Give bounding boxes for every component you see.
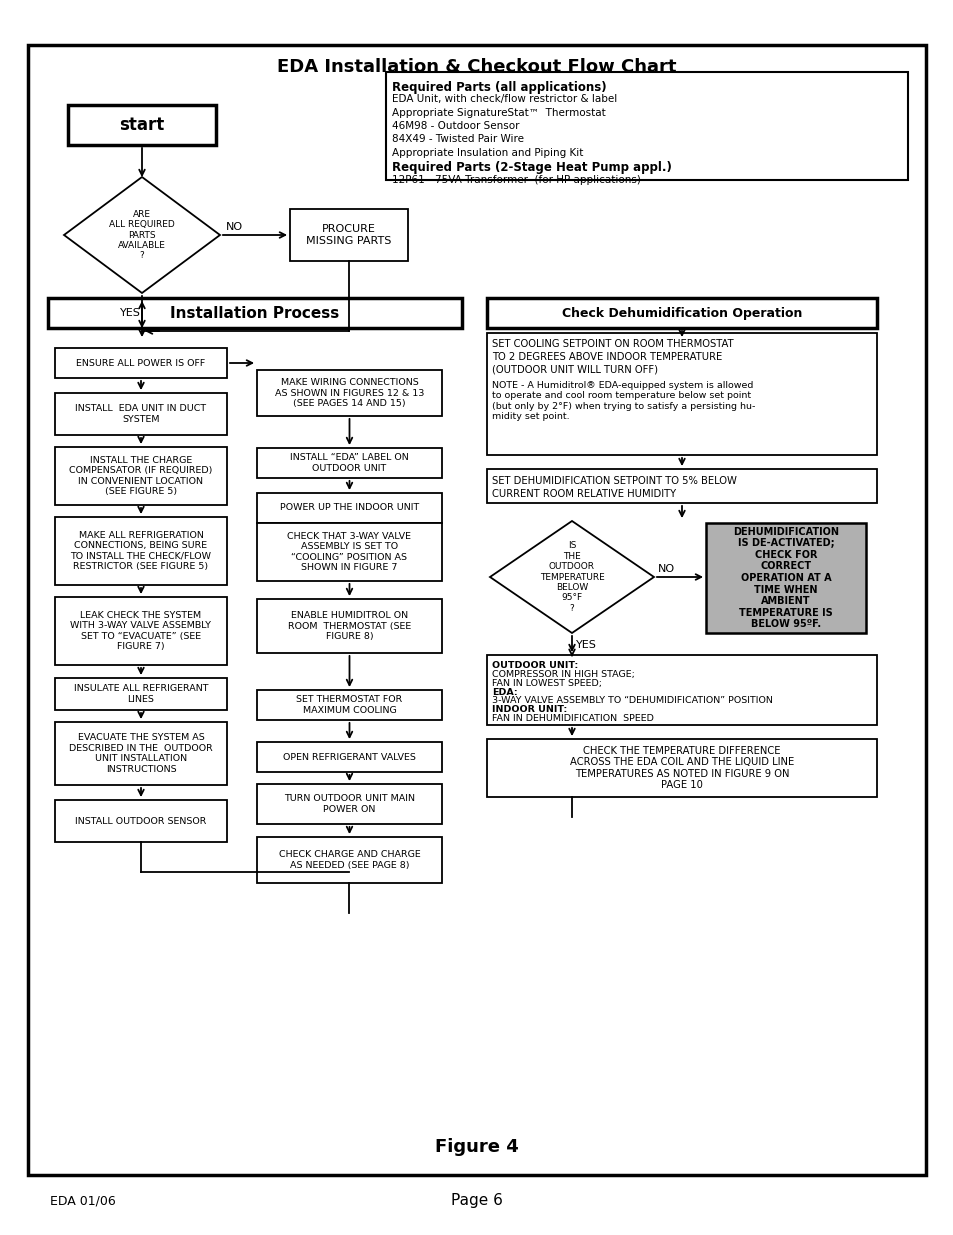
Text: DEHUMIDIFICATION
IS DE-ACTIVATED;
CHECK FOR
CORRECT
OPERATION AT A
TIME WHEN
AMB: DEHUMIDIFICATION IS DE-ACTIVATED; CHECK … <box>732 526 838 630</box>
FancyBboxPatch shape <box>256 493 441 522</box>
Text: OPEN REFRIGERANT VALVES: OPEN REFRIGERANT VALVES <box>283 752 416 762</box>
Text: TO 2 DEGREES ABOVE INDOOR TEMPERATURE: TO 2 DEGREES ABOVE INDOOR TEMPERATURE <box>492 352 721 362</box>
FancyBboxPatch shape <box>290 209 408 261</box>
Text: INSTALL OUTDOOR SENSOR: INSTALL OUTDOOR SENSOR <box>75 816 207 825</box>
Text: POWER UP THE INDOOR UNIT: POWER UP THE INDOOR UNIT <box>279 504 418 513</box>
FancyBboxPatch shape <box>256 784 441 824</box>
Text: EDA Unit, with check/flow restrictor & label: EDA Unit, with check/flow restrictor & l… <box>392 94 617 104</box>
Text: Appropriate SignatureStat™  Thermostat: Appropriate SignatureStat™ Thermostat <box>392 107 605 117</box>
Text: PROCURE
MISSING PARTS: PROCURE MISSING PARTS <box>306 225 392 246</box>
FancyBboxPatch shape <box>486 333 876 454</box>
Text: FAN IN DEHUMIDIFICATION  SPEED: FAN IN DEHUMIDIFICATION SPEED <box>492 714 653 724</box>
Text: ARE
ALL REQUIRED
PARTS
AVAILABLE
?: ARE ALL REQUIRED PARTS AVAILABLE ? <box>109 210 174 261</box>
FancyBboxPatch shape <box>55 800 227 842</box>
FancyBboxPatch shape <box>256 370 441 416</box>
FancyBboxPatch shape <box>486 655 876 725</box>
Text: INSTALL THE CHARGE
COMPENSATOR (IF REQUIRED)
IN CONVENIENT LOCATION
(SEE FIGURE : INSTALL THE CHARGE COMPENSATOR (IF REQUI… <box>70 456 213 496</box>
Text: INSULATE ALL REFRIGERANT
LINES: INSULATE ALL REFRIGERANT LINES <box>73 684 208 704</box>
Text: CURRENT ROOM RELATIVE HUMIDITY: CURRENT ROOM RELATIVE HUMIDITY <box>492 489 676 499</box>
Text: MAKE ALL REFRIGERATION
CONNECTIONS, BEING SURE
TO INSTALL THE CHECK/FLOW
RESTRIC: MAKE ALL REFRIGERATION CONNECTIONS, BEIN… <box>71 531 212 571</box>
Text: YES: YES <box>576 640 597 650</box>
Text: Appropriate Insulation and Piping Kit: Appropriate Insulation and Piping Kit <box>392 148 583 158</box>
FancyBboxPatch shape <box>256 690 441 720</box>
Text: EVACUATE THE SYSTEM AS
DESCRIBED IN THE  OUTDOOR
UNIT INSTALLATION
INSTRUCTIONS: EVACUATE THE SYSTEM AS DESCRIBED IN THE … <box>69 734 213 773</box>
FancyBboxPatch shape <box>55 517 227 585</box>
Text: OUTDOOR UNIT:: OUTDOOR UNIT: <box>492 661 578 671</box>
Text: NO: NO <box>658 564 675 574</box>
FancyBboxPatch shape <box>256 448 441 478</box>
FancyBboxPatch shape <box>256 837 441 883</box>
Text: SET COOLING SETPOINT ON ROOM THERMOSTAT: SET COOLING SETPOINT ON ROOM THERMOSTAT <box>492 338 733 350</box>
Text: start: start <box>119 116 165 135</box>
Text: EDA:: EDA: <box>492 688 517 697</box>
Text: INDOOR UNIT:: INDOOR UNIT: <box>492 705 567 714</box>
Text: INSTALL  EDA UNIT IN DUCT
SYSTEM: INSTALL EDA UNIT IN DUCT SYSTEM <box>75 404 207 424</box>
Text: 12P61 - 75VA Transformer  (for HP applications): 12P61 - 75VA Transformer (for HP applica… <box>392 175 640 185</box>
Text: TURN OUTDOOR UNIT MAIN
POWER ON: TURN OUTDOOR UNIT MAIN POWER ON <box>284 794 415 814</box>
Text: Required Parts (2-Stage Heat Pump appl.): Required Parts (2-Stage Heat Pump appl.) <box>392 162 671 174</box>
Text: INSTALL “EDA” LABEL ON
OUTDOOR UNIT: INSTALL “EDA” LABEL ON OUTDOOR UNIT <box>290 453 409 473</box>
Text: NOTE - A Humiditrol® EDA-equipped system is allowed
to operate and cool room tem: NOTE - A Humiditrol® EDA-equipped system… <box>492 382 755 421</box>
Text: IS
THE
OUTDOOR
TEMPERATURE
BELOW
95°F
?: IS THE OUTDOOR TEMPERATURE BELOW 95°F ? <box>539 541 604 613</box>
Text: ENABLE HUMIDITROL ON
ROOM  THERMOSTAT (SEE
FIGURE 8): ENABLE HUMIDITROL ON ROOM THERMOSTAT (SE… <box>288 611 411 641</box>
FancyBboxPatch shape <box>48 298 461 329</box>
Text: CHECK CHARGE AND CHARGE
AS NEEDED (SEE PAGE 8): CHECK CHARGE AND CHARGE AS NEEDED (SEE P… <box>278 851 420 869</box>
Polygon shape <box>490 521 654 634</box>
Text: SET DEHUMIDIFICATION SETPOINT TO 5% BELOW: SET DEHUMIDIFICATION SETPOINT TO 5% BELO… <box>492 475 736 487</box>
Text: MAKE WIRING CONNECTIONS
AS SHOWN IN FIGURES 12 & 13
(SEE PAGES 14 AND 15): MAKE WIRING CONNECTIONS AS SHOWN IN FIGU… <box>274 378 424 408</box>
Polygon shape <box>64 177 220 293</box>
FancyBboxPatch shape <box>256 742 441 772</box>
Text: COMPRESSOR IN HIGH STAGE;: COMPRESSOR IN HIGH STAGE; <box>492 669 634 679</box>
FancyBboxPatch shape <box>55 447 227 505</box>
Text: FAN IN LOWEST SPEED;: FAN IN LOWEST SPEED; <box>492 679 601 688</box>
FancyBboxPatch shape <box>486 739 876 797</box>
Text: CHECK THE TEMPERATURE DIFFERENCE
ACROSS THE EDA COIL AND THE LIQUID LINE
TEMPERA: CHECK THE TEMPERATURE DIFFERENCE ACROSS … <box>569 746 793 790</box>
FancyBboxPatch shape <box>486 298 876 329</box>
FancyBboxPatch shape <box>68 105 215 144</box>
Text: EDA Installation & Checkout Flow Chart: EDA Installation & Checkout Flow Chart <box>277 58 676 77</box>
Text: EDA 01/06: EDA 01/06 <box>50 1194 115 1208</box>
Text: NO: NO <box>226 222 243 232</box>
Text: YES: YES <box>120 308 141 317</box>
Text: LEAK CHECK THE SYSTEM
WITH 3-WAY VALVE ASSEMBLY
SET TO “EVACUATE” (SEE
FIGURE 7): LEAK CHECK THE SYSTEM WITH 3-WAY VALVE A… <box>71 611 212 651</box>
FancyBboxPatch shape <box>55 597 227 664</box>
FancyBboxPatch shape <box>486 469 876 503</box>
FancyBboxPatch shape <box>28 44 925 1174</box>
FancyBboxPatch shape <box>55 678 227 710</box>
FancyBboxPatch shape <box>705 522 865 634</box>
Text: SET THERMOSTAT FOR
MAXIMUM COOLING: SET THERMOSTAT FOR MAXIMUM COOLING <box>296 695 402 715</box>
FancyBboxPatch shape <box>55 393 227 435</box>
Text: 3-WAY VALVE ASSEMBLY TO “DEHUMIDIFICATION” POSITION: 3-WAY VALVE ASSEMBLY TO “DEHUMIDIFICATIO… <box>492 697 772 705</box>
Text: CHECK THAT 3-WAY VALVE
ASSEMBLY IS SET TO
“COOLING” POSITION AS
SHOWN IN FIGURE : CHECK THAT 3-WAY VALVE ASSEMBLY IS SET T… <box>287 532 411 572</box>
Text: 46M98 - Outdoor Sensor: 46M98 - Outdoor Sensor <box>392 121 519 131</box>
Text: Figure 4: Figure 4 <box>435 1137 518 1156</box>
FancyBboxPatch shape <box>386 72 907 180</box>
FancyBboxPatch shape <box>55 722 227 785</box>
Text: Required Parts (all applications): Required Parts (all applications) <box>392 82 606 94</box>
Text: Page 6: Page 6 <box>451 1193 502 1209</box>
Text: 84X49 - Twisted Pair Wire: 84X49 - Twisted Pair Wire <box>392 135 523 144</box>
Text: ENSURE ALL POWER IS OFF: ENSURE ALL POWER IS OFF <box>76 358 206 368</box>
FancyBboxPatch shape <box>256 599 441 653</box>
Text: Check Dehumidification Operation: Check Dehumidification Operation <box>561 306 801 320</box>
Text: Installation Process: Installation Process <box>171 305 339 321</box>
FancyBboxPatch shape <box>256 522 441 580</box>
FancyBboxPatch shape <box>55 348 227 378</box>
Text: (OUTDOOR UNIT WILL TURN OFF): (OUTDOOR UNIT WILL TURN OFF) <box>492 366 658 375</box>
